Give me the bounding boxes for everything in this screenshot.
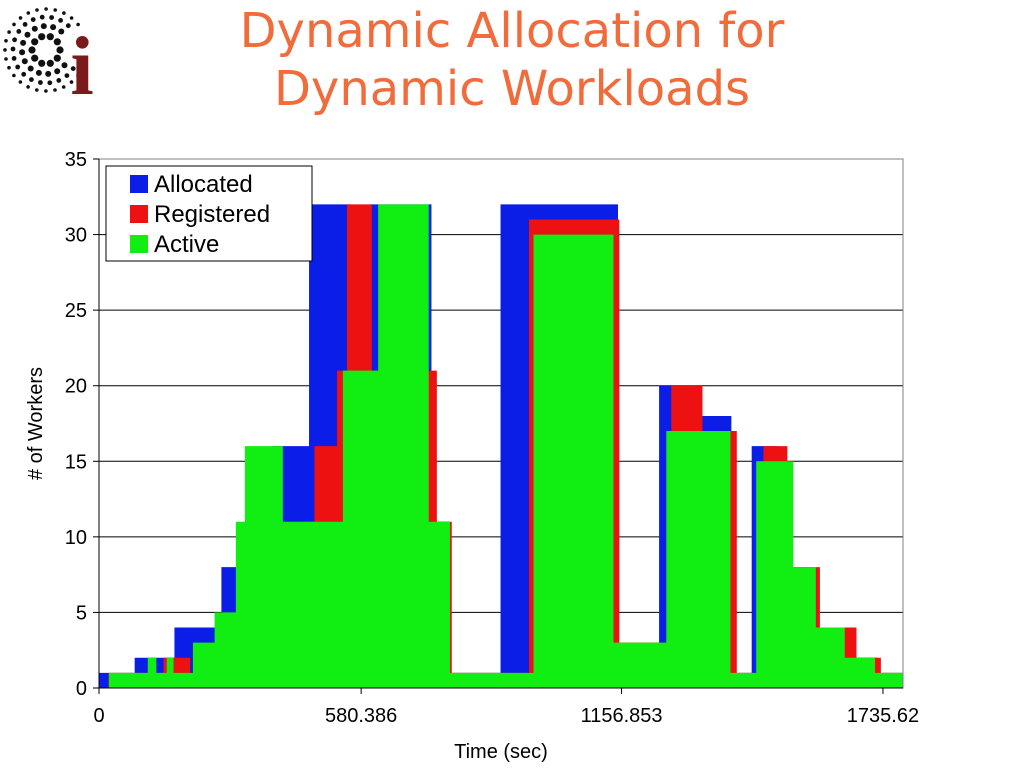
- legend-label-allocated: Allocated: [154, 171, 253, 198]
- logo-dot: [4, 57, 8, 61]
- logo-dot: [39, 14, 45, 20]
- logo-dot: [62, 11, 66, 15]
- logo-dot: [3, 48, 7, 52]
- logo-dot: [61, 62, 68, 69]
- logo-dot: [19, 49, 26, 56]
- y-tick-label: 20: [65, 376, 87, 398]
- logo-dot: [35, 88, 39, 92]
- logo-dot: [16, 29, 22, 34]
- logo-dot-ring: [3, 7, 80, 93]
- logo-letter: i: [70, 20, 93, 102]
- logo-dot: [18, 80, 23, 84]
- logo-dot: [35, 8, 39, 12]
- legend-label-registered: Registered: [154, 201, 270, 228]
- logo-dot: [29, 77, 34, 82]
- logo-dot: [56, 78, 62, 83]
- logo-dot: [38, 59, 46, 67]
- logo-dot: [58, 18, 63, 23]
- logo-dot: [40, 23, 47, 30]
- x-tick-label: 580.386: [325, 705, 397, 727]
- logo-dot: [22, 22, 28, 27]
- logo-dot: [64, 73, 70, 78]
- logo-dot: [12, 37, 17, 43]
- logo-dot: [31, 54, 39, 62]
- logo-dot: [7, 65, 11, 70]
- logo-dot: [15, 64, 21, 70]
- logo-dot: [69, 80, 74, 84]
- logo-dot: [21, 58, 28, 65]
- x-axis-label: Time (sec): [454, 741, 548, 763]
- logo-dot: [26, 11, 31, 15]
- logo-dot: [47, 80, 53, 86]
- y-tick-label: 35: [65, 149, 87, 171]
- logo-dot: [18, 16, 23, 20]
- logo-dot: [54, 68, 61, 75]
- logo-dot: [61, 85, 66, 89]
- logo-dot: [31, 25, 38, 32]
- logo-dot: [76, 73, 80, 78]
- logo-dot: [56, 46, 64, 54]
- y-axis-label: # of Workers: [25, 367, 47, 480]
- legend-label-active: Active: [154, 231, 219, 258]
- y-tick-label: 15: [65, 451, 87, 473]
- y-tick-label: 5: [76, 602, 87, 624]
- series-areas: [99, 204, 903, 689]
- y-tick-label: 10: [65, 527, 87, 549]
- slide-title: Dynamic Allocation for Dynamic Workloads: [150, 2, 874, 118]
- x-tick-label: 1156.853: [581, 705, 663, 727]
- logo-dot: [46, 33, 54, 41]
- logo-dot: [28, 46, 36, 54]
- logo-dot: [49, 15, 54, 20]
- logo-dot: [26, 85, 30, 89]
- chart-legend: Allocated Registered Active: [105, 165, 313, 262]
- x-tick-label: 1735.62: [847, 705, 919, 727]
- legend-swatch-active: [130, 235, 148, 253]
- series-active-area: [99, 204, 903, 689]
- logo-dot: [21, 71, 27, 77]
- logo-dot: [50, 24, 57, 31]
- logo-dot: [53, 38, 61, 46]
- slide-title-line-1: Dynamic Allocation for: [239, 3, 785, 59]
- logo-dot: [30, 17, 36, 22]
- x-tick-label: 0: [93, 705, 104, 727]
- y-tick-label: 0: [76, 678, 87, 700]
- legend-swatch-allocated: [130, 175, 148, 193]
- logo-dot: [11, 56, 17, 61]
- logo-dot: [44, 7, 48, 11]
- logo-dot: [27, 65, 34, 72]
- axes: [98, 159, 903, 689]
- logo-dot: [38, 80, 43, 85]
- logo-dot: [12, 22, 16, 27]
- logo-dot: [44, 89, 48, 93]
- legend-swatch-registered: [130, 205, 148, 223]
- logo-dot: [53, 54, 61, 62]
- logo-dot: [24, 31, 31, 38]
- logo-dot: [46, 59, 54, 67]
- logo-dot: [76, 22, 80, 27]
- logo-dot: [10, 46, 16, 52]
- logo-dot: [53, 8, 57, 12]
- logo-dot: [4, 39, 8, 43]
- logo-dot: [38, 33, 46, 41]
- logo-dot: [70, 66, 76, 71]
- logo-dot: [12, 73, 16, 78]
- logo-dot: [31, 38, 39, 46]
- ci-logo: i: [3, 7, 94, 102]
- logo-dot: [69, 16, 74, 20]
- logo-dot: [45, 70, 52, 77]
- tick-labels: 0 5 10 15 20 25 30 35 0 580.386 1156.853 1735.62: [65, 149, 919, 727]
- y-tick-label: 25: [65, 300, 87, 322]
- slide-title-line-2: Dynamic Workloads: [273, 61, 751, 117]
- logo-dot: [20, 39, 27, 46]
- y-tick-label: 30: [65, 225, 87, 247]
- logo-dot: [35, 69, 42, 76]
- logo-dot: [7, 30, 11, 34]
- logo-dot: [58, 28, 65, 35]
- logo-dot: [65, 23, 71, 29]
- logo-dot: [53, 88, 57, 92]
